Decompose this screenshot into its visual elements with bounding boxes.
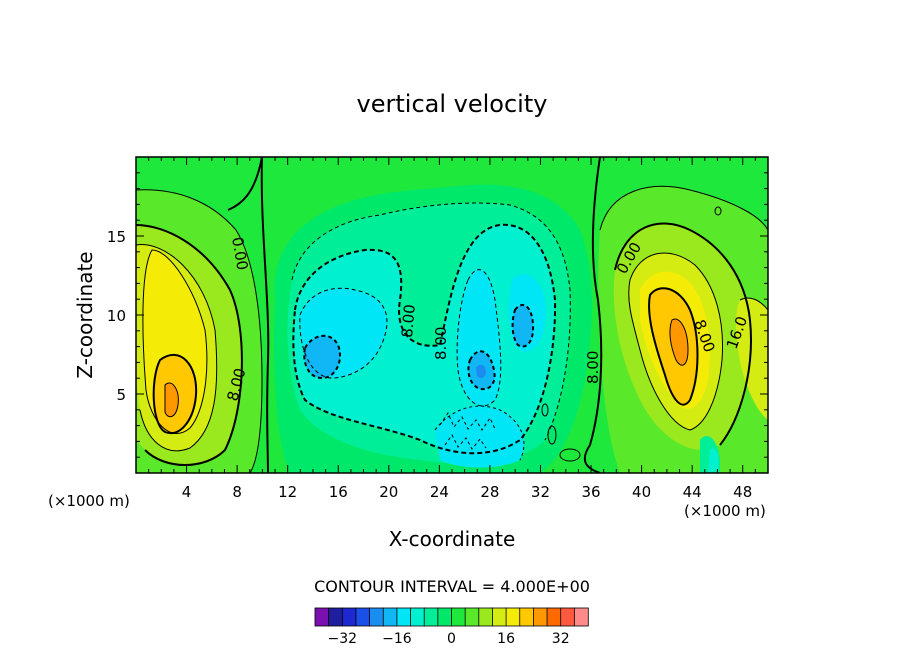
contour-label: 8.00 — [432, 327, 450, 360]
colorbar-swatch — [314, 607, 330, 627]
colorbar: −32 −16 0 16 32 — [314, 607, 589, 647]
y-tick-label: 10 — [107, 307, 126, 325]
colorbar-swatch — [451, 607, 466, 627]
colorbar-swatch — [519, 607, 535, 627]
colorbar-tick-label: 32 — [552, 631, 570, 647]
contour-label: 0.00 — [228, 236, 252, 272]
contour-interval-note: CONTOUR INTERVAL = 4.000E+00 — [314, 577, 590, 596]
y-axis: 5 10 15 — [107, 172, 768, 458]
lower-right-detail — [708, 448, 719, 473]
colorbar-swatch — [328, 607, 343, 627]
central-downdraft — [273, 184, 592, 473]
x-tick-label: 24 — [430, 483, 449, 501]
x-tick-label: 20 — [379, 483, 398, 501]
colorbar-tick-label: 0 — [447, 631, 456, 647]
x-tick-label: 28 — [480, 483, 499, 501]
left-updraft — [136, 157, 262, 473]
x-tick-label: 44 — [683, 483, 702, 501]
colorbar-swatch — [492, 607, 507, 627]
colorbar-swatch — [437, 607, 453, 627]
colorbar-swatch — [478, 607, 494, 627]
colorbar-tick-label: 16 — [497, 631, 515, 647]
colorbar-swatch — [505, 607, 521, 627]
colorbar-swatch — [341, 607, 357, 627]
colorbar-swatch — [423, 607, 439, 627]
x-tick-label: 36 — [581, 483, 600, 501]
y-tick-label: 15 — [107, 228, 126, 246]
contour-label: 8.00 — [584, 351, 602, 384]
x-tick-label: 12 — [278, 483, 297, 501]
chart-title: vertical velocity — [357, 90, 548, 118]
x-tick-label: 16 — [329, 483, 348, 501]
contour-lines — [136, 157, 768, 473]
colorbar-swatch — [533, 607, 548, 627]
x-axis: 4 8 12 16 20 24 28 32 36 40 44 48 — [148, 157, 756, 501]
colorbar-swatch — [573, 607, 589, 627]
x-tick-label: 4 — [182, 483, 192, 501]
y-axis-label: Z-coordinate — [73, 251, 97, 378]
colorbar-swatch — [382, 607, 398, 627]
x-axis-label: X-coordinate — [389, 527, 516, 551]
colorbar-swatch — [464, 607, 480, 627]
y-tick-label: 5 — [116, 386, 126, 404]
x-unit-left: (×1000 m) — [48, 492, 130, 510]
colorbar-tick-label: −32 — [328, 631, 358, 647]
plot-area: 0.00 8.00 8.00 8.00 8.00 0.00 8.00 16.0 — [136, 157, 768, 473]
x-unit-right: (×1000 m) — [684, 502, 766, 520]
x-tick-label: 32 — [531, 483, 550, 501]
colorbar-swatch — [396, 607, 412, 627]
x-tick-label: 8 — [232, 483, 242, 501]
colorbar-swatch — [546, 607, 562, 627]
colorbar-swatch — [560, 607, 576, 627]
colorbar-swatch — [410, 607, 425, 627]
colorbar-swatch — [355, 607, 371, 627]
contour-label: 8.00 — [398, 304, 419, 339]
x-tick-label: 48 — [733, 483, 752, 501]
colorbar-tick-label: −16 — [382, 631, 412, 647]
x-tick-label: 40 — [632, 483, 651, 501]
colorbar-swatch — [369, 607, 384, 627]
